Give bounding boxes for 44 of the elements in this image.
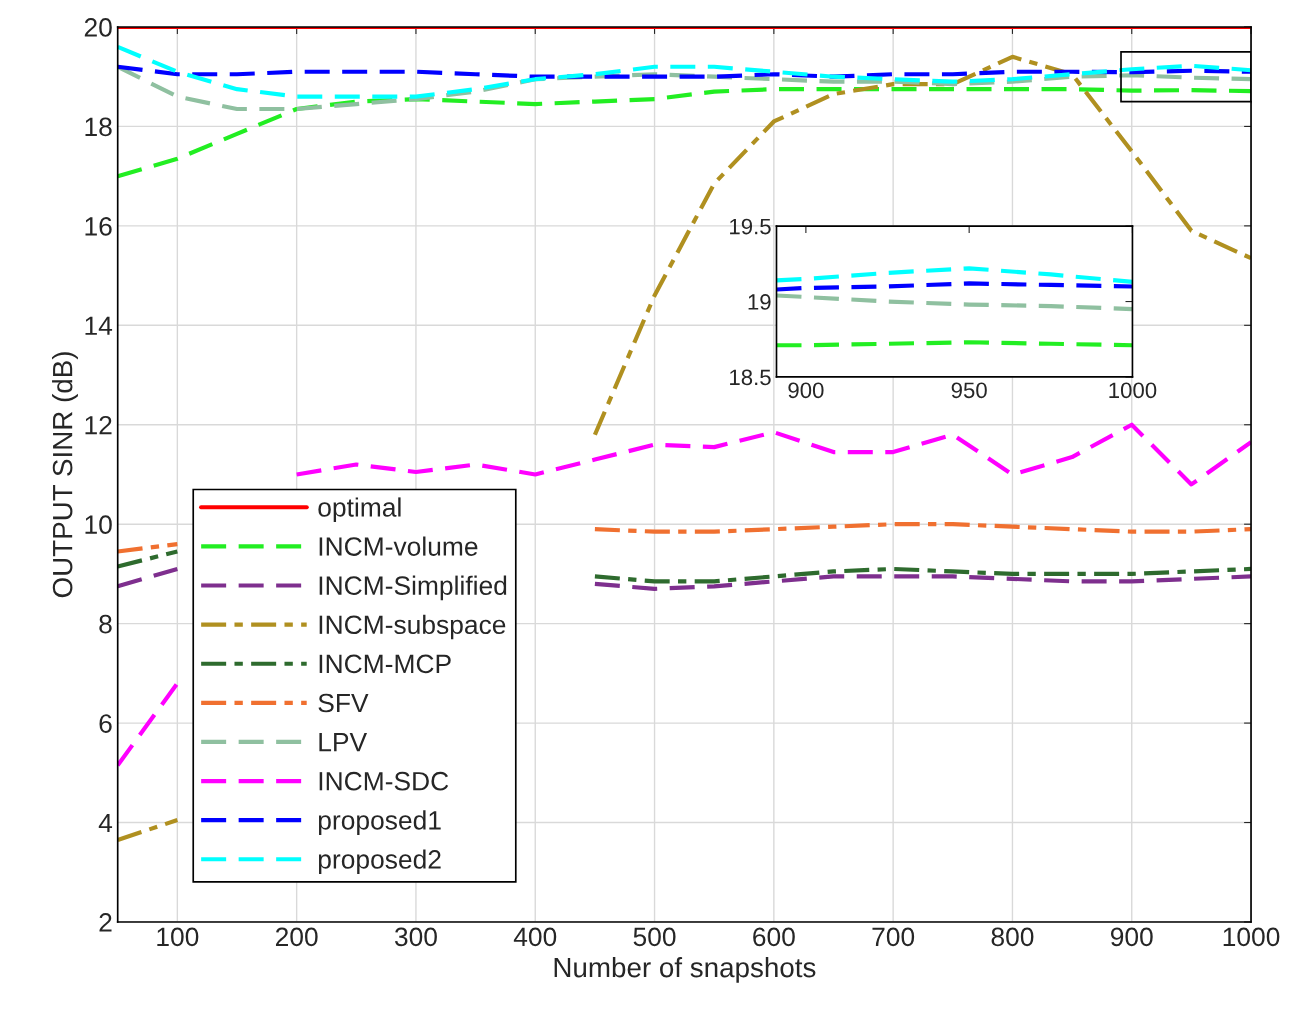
y-tick-label: 6 <box>99 714 112 733</box>
legend-label: proposed1 <box>318 810 441 835</box>
x-tick-label: 500 <box>633 927 676 947</box>
y-tick-label: 12 <box>85 415 112 435</box>
y-tick-label: 20 <box>84 18 112 37</box>
x-tick-label: 100 <box>157 927 199 947</box>
line-series <box>776 266 1133 285</box>
y-tick-label: 14 <box>85 316 113 335</box>
x-tick-label: 950 <box>951 382 987 399</box>
x-axis-title: Number of snapshots <box>554 956 816 983</box>
x-tick-label: 800 <box>991 927 1034 947</box>
y-tick-label: 16 <box>85 217 112 236</box>
legend-label: INCM-Simplified <box>319 575 507 601</box>
y-tick-label: 10 <box>85 515 112 535</box>
y-tick-label: 4 <box>98 813 113 833</box>
legend-label: proposed2 <box>318 849 441 874</box>
y-tick-label: 19 <box>748 294 771 310</box>
y-tick-label: 2 <box>99 913 112 932</box>
legend-label: INCM-subspace <box>319 614 506 640</box>
y-tick-label: 8 <box>99 614 112 634</box>
y-tick-label: 18.5 <box>730 369 771 386</box>
legend-label: INCM-volume <box>319 536 478 556</box>
x-tick-label: 600 <box>753 927 795 947</box>
legend-label: INCM-MCP <box>319 654 451 674</box>
x-tick-label: 400 <box>513 927 557 947</box>
line-series <box>117 64 1252 79</box>
y-tick-label: 18 <box>85 117 112 137</box>
x-tick-label: 1000 <box>1109 382 1157 399</box>
line-series <box>117 44 1252 99</box>
x-tick-label: 300 <box>394 927 437 947</box>
y-tick-label: 19.5 <box>730 218 771 235</box>
x-tick-label: 900 <box>1110 927 1153 947</box>
line-series <box>117 87 1252 179</box>
line-series <box>776 281 1133 292</box>
x-tick-label: 700 <box>872 927 915 947</box>
line-series <box>776 293 1133 312</box>
legend-label: SFV <box>318 693 369 713</box>
legend-label: LPV <box>319 733 368 752</box>
x-tick-label: 200 <box>275 927 318 947</box>
x-tick-label: 1000 <box>1223 927 1280 947</box>
x-tick-label: 900 <box>788 382 824 399</box>
legend-label: optimal <box>318 497 401 522</box>
legend-label: INCM-SDC <box>319 771 449 791</box>
y-axis-title: OUTPUT SINR (dB) <box>52 352 78 598</box>
